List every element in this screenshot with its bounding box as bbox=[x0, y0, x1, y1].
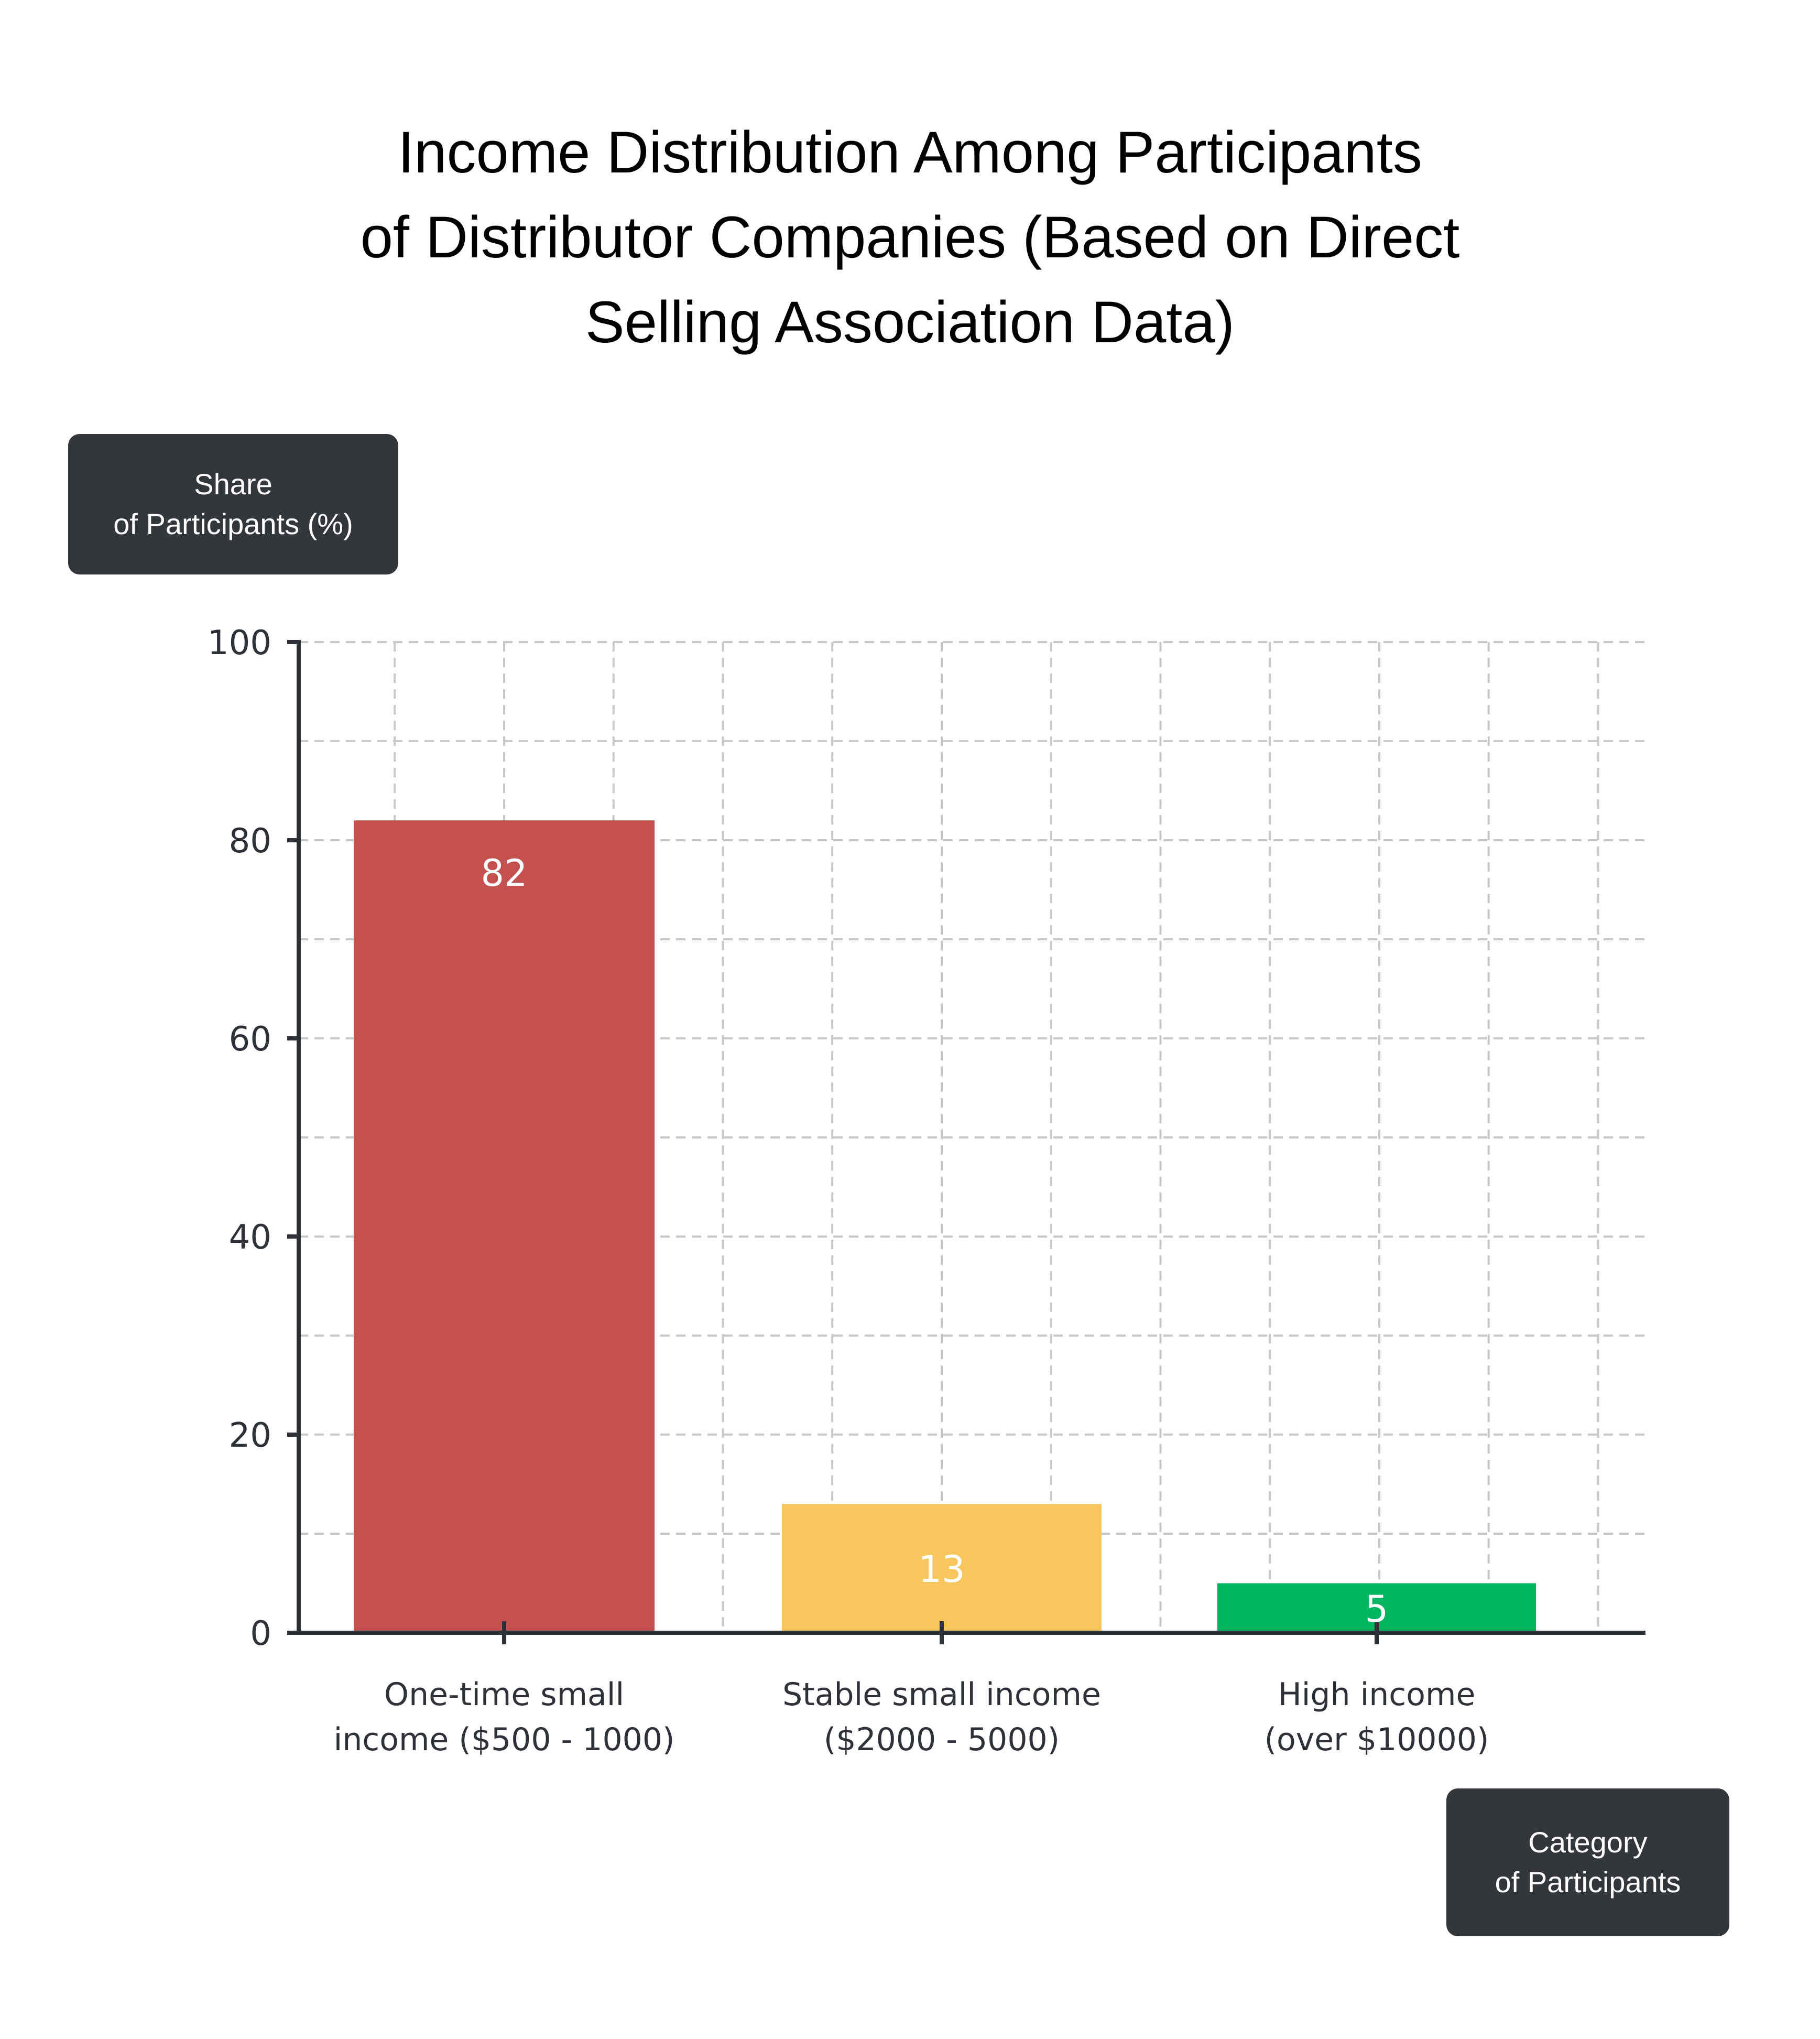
y-tick-label: 20 bbox=[229, 1416, 271, 1455]
bar-2 bbox=[782, 1504, 1102, 1633]
x-tick-label: Stable small income bbox=[782, 1676, 1101, 1713]
y-tick-label: 80 bbox=[229, 822, 271, 861]
y-tick-label: 100 bbox=[208, 624, 271, 663]
y-tick-label: 40 bbox=[229, 1218, 271, 1257]
bar-value-label: 13 bbox=[918, 1548, 965, 1591]
x-tick-label: (over $10000) bbox=[1265, 1721, 1489, 1758]
bar-value-label: 82 bbox=[481, 852, 527, 895]
y-tick-label: 60 bbox=[229, 1020, 271, 1059]
x-tick-label: ($2000 - 5000) bbox=[824, 1721, 1060, 1758]
bar-1 bbox=[354, 820, 655, 1633]
labels: 82 13 5 0 20 40 60 80 100 One-time small income ($… bbox=[208, 624, 1489, 1758]
x-axis-label: Category of Participants bbox=[1446, 1788, 1729, 1936]
x-tick-label: One-time small bbox=[384, 1676, 624, 1713]
chart-title: Income Distribution Among Participants o… bbox=[360, 120, 1460, 355]
bars bbox=[354, 820, 1536, 1633]
bar-value-label: 5 bbox=[1365, 1588, 1389, 1631]
y-tick-label: 0 bbox=[250, 1614, 271, 1653]
y-axis-label: Share of Participants (%) bbox=[68, 434, 398, 574]
axes bbox=[287, 640, 1645, 1644]
x-tick-label: High income bbox=[1278, 1676, 1476, 1713]
x-tick-label: income ($500 - 1000) bbox=[334, 1721, 675, 1758]
